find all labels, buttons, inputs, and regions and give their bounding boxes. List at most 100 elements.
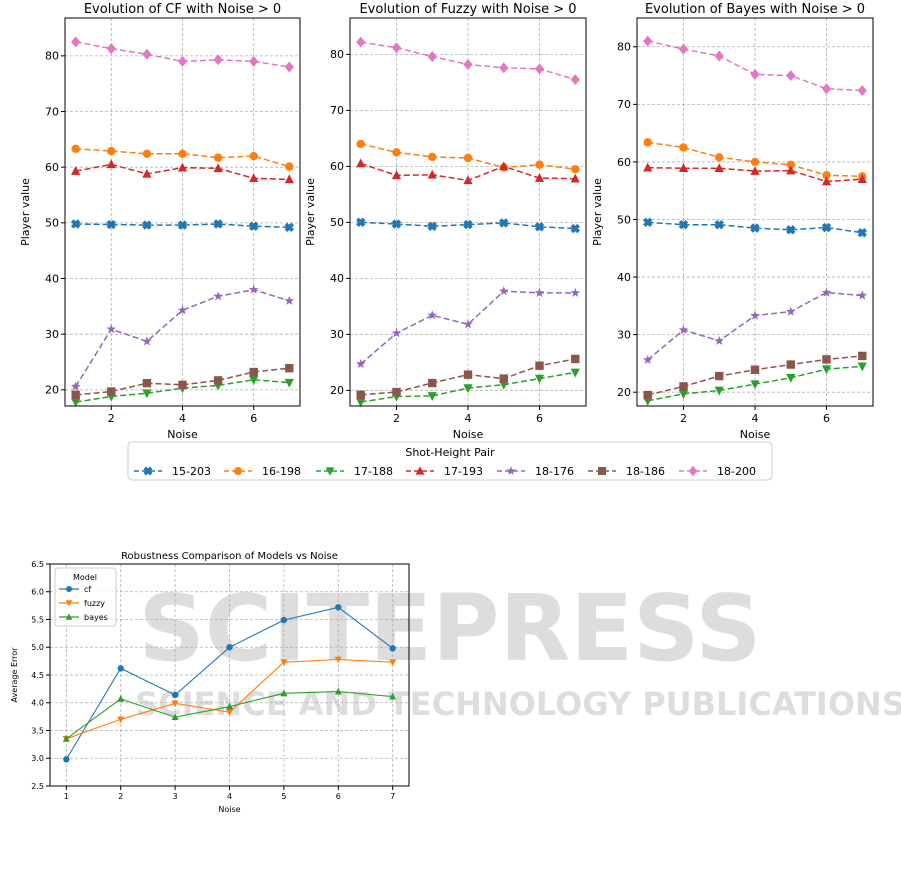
data-point [714, 50, 724, 62]
x-tick-label: 7 [390, 792, 395, 801]
y-tick-label: 50 [330, 216, 344, 229]
x-tick-label: 6 [536, 412, 543, 425]
legend-entry-18-200: 18-200 [679, 465, 756, 478]
series-17-193 [356, 158, 580, 185]
data-point [71, 398, 81, 408]
legend-label: bayes [84, 613, 108, 622]
data-point [822, 355, 831, 364]
data-point [249, 151, 258, 161]
axes-frame [64, 17, 301, 407]
data-point [786, 306, 796, 316]
data-point [280, 616, 288, 624]
data-point [171, 700, 179, 708]
y-tick-label: 20 [330, 384, 344, 397]
data-point [570, 223, 580, 234]
y-tick-label: 40 [617, 271, 631, 284]
series-18-186 [71, 363, 294, 400]
y-tick-label: 5.0 [31, 643, 44, 652]
data-point [678, 325, 689, 335]
series-15-203 [356, 217, 580, 234]
data-point [750, 365, 760, 374]
legend-entry-15-203: 15-203 [134, 465, 211, 478]
y-tick-label: 30 [45, 328, 59, 341]
data-point [106, 43, 116, 55]
data-point [786, 374, 796, 383]
legend: Model cf fuzzy bayes [54, 567, 117, 627]
x-tick-label: 3 [173, 792, 178, 801]
x-tick-label: 1 [64, 792, 69, 801]
series-15-203 [643, 217, 867, 238]
x-tick-label: 6 [250, 412, 257, 425]
y-tick-label: 4.0 [31, 699, 44, 708]
data-point [356, 217, 366, 228]
data-point [499, 374, 508, 383]
data-point [177, 55, 188, 67]
data-point [534, 222, 545, 232]
y-tick-label: 60 [617, 156, 631, 169]
data-point [71, 390, 80, 400]
data-point [107, 146, 116, 156]
series-17-193 [71, 159, 294, 184]
data-point [142, 389, 152, 399]
x-tick-label: 4 [752, 412, 759, 425]
data-point [280, 689, 288, 697]
y-axis-label: Player value [304, 178, 317, 246]
legend-label: 15-203 [172, 465, 211, 478]
legend-marker [598, 467, 606, 475]
legend-marker [65, 613, 73, 620]
x-tick-label: 4 [465, 412, 472, 425]
data-point [750, 157, 760, 167]
data-point [334, 687, 342, 695]
data-point [225, 702, 234, 710]
data-point [822, 170, 831, 180]
data-point [117, 665, 124, 672]
series-18-186 [356, 354, 580, 400]
series-18-186 [643, 351, 867, 400]
data-point [71, 144, 80, 154]
data-point [857, 362, 867, 372]
legend-label: 18-186 [626, 465, 665, 478]
y-tick-label: 30 [330, 328, 344, 341]
data-point [392, 387, 401, 397]
data-point [428, 378, 437, 388]
data-point [177, 220, 188, 230]
y-tick-label: 3.5 [31, 726, 44, 735]
chart-title: Evolution of Fuzzy with Noise > 0 [359, 2, 576, 17]
data-point [750, 68, 760, 80]
y-tick-label: 70 [617, 98, 631, 111]
data-point [249, 367, 258, 377]
data-point [678, 390, 689, 399]
x-tick-label: 5 [281, 792, 286, 801]
data-point [857, 85, 867, 96]
watermark: SCITEPRESS SCIENCE AND TECHNOLOGY PUBLIC… [135, 575, 901, 723]
x-tick-label: 2 [680, 412, 687, 425]
data-point [248, 284, 259, 294]
legend-label: 18-176 [535, 465, 574, 478]
data-point [171, 713, 179, 721]
x-tick-label: 4 [179, 412, 186, 425]
data-point [821, 222, 832, 233]
legend-title: Shot-Height Pair [405, 446, 495, 459]
series-bayes [62, 687, 397, 742]
data-point [213, 291, 223, 301]
x-tick-label: 4 [227, 792, 232, 801]
watermark-text: SCITEPRESS [138, 575, 761, 682]
data-point [714, 219, 724, 230]
data-point [284, 222, 295, 233]
data-point [249, 173, 259, 183]
x-axis-label: Noise [453, 428, 484, 441]
x-tick-label: 2 [393, 412, 400, 425]
data-point [714, 335, 724, 345]
data-point [389, 659, 397, 667]
legend-label: fuzzy [84, 599, 105, 608]
data-point [70, 219, 81, 229]
data-point [117, 695, 125, 702]
y-tick-label: 20 [45, 384, 59, 397]
data-point [715, 371, 724, 381]
data-point [857, 228, 867, 238]
data-point [142, 48, 152, 60]
data-point [249, 55, 259, 67]
y-axis-label: Player value [19, 178, 32, 246]
series-16-198 [71, 144, 294, 171]
series-18-200 [643, 35, 867, 96]
